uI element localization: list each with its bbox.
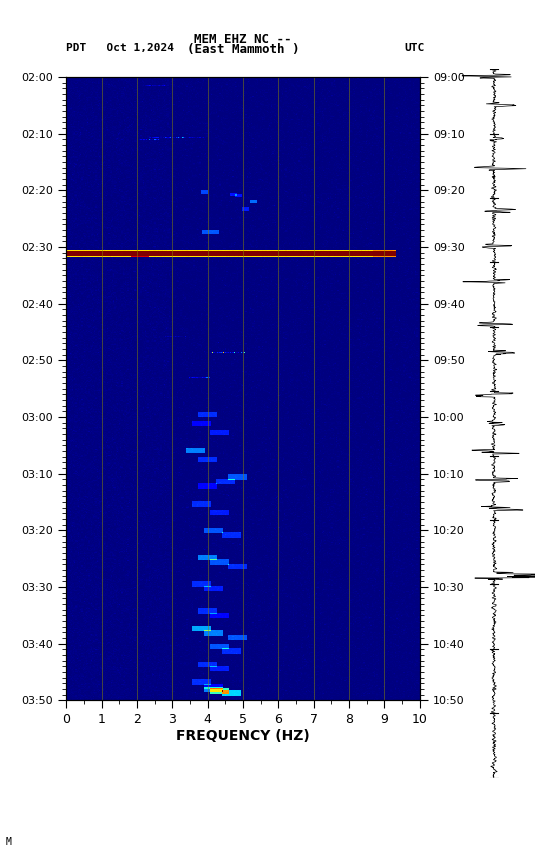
X-axis label: FREQUENCY (HZ): FREQUENCY (HZ) (176, 729, 310, 743)
Text: MEM EHZ NC --: MEM EHZ NC -- (194, 33, 291, 46)
Text: M: M (6, 836, 12, 847)
Text: (East Mammoth ): (East Mammoth ) (187, 43, 299, 56)
Text: UTC: UTC (405, 43, 425, 54)
Text: PDT   Oct 1,2024: PDT Oct 1,2024 (66, 43, 174, 54)
